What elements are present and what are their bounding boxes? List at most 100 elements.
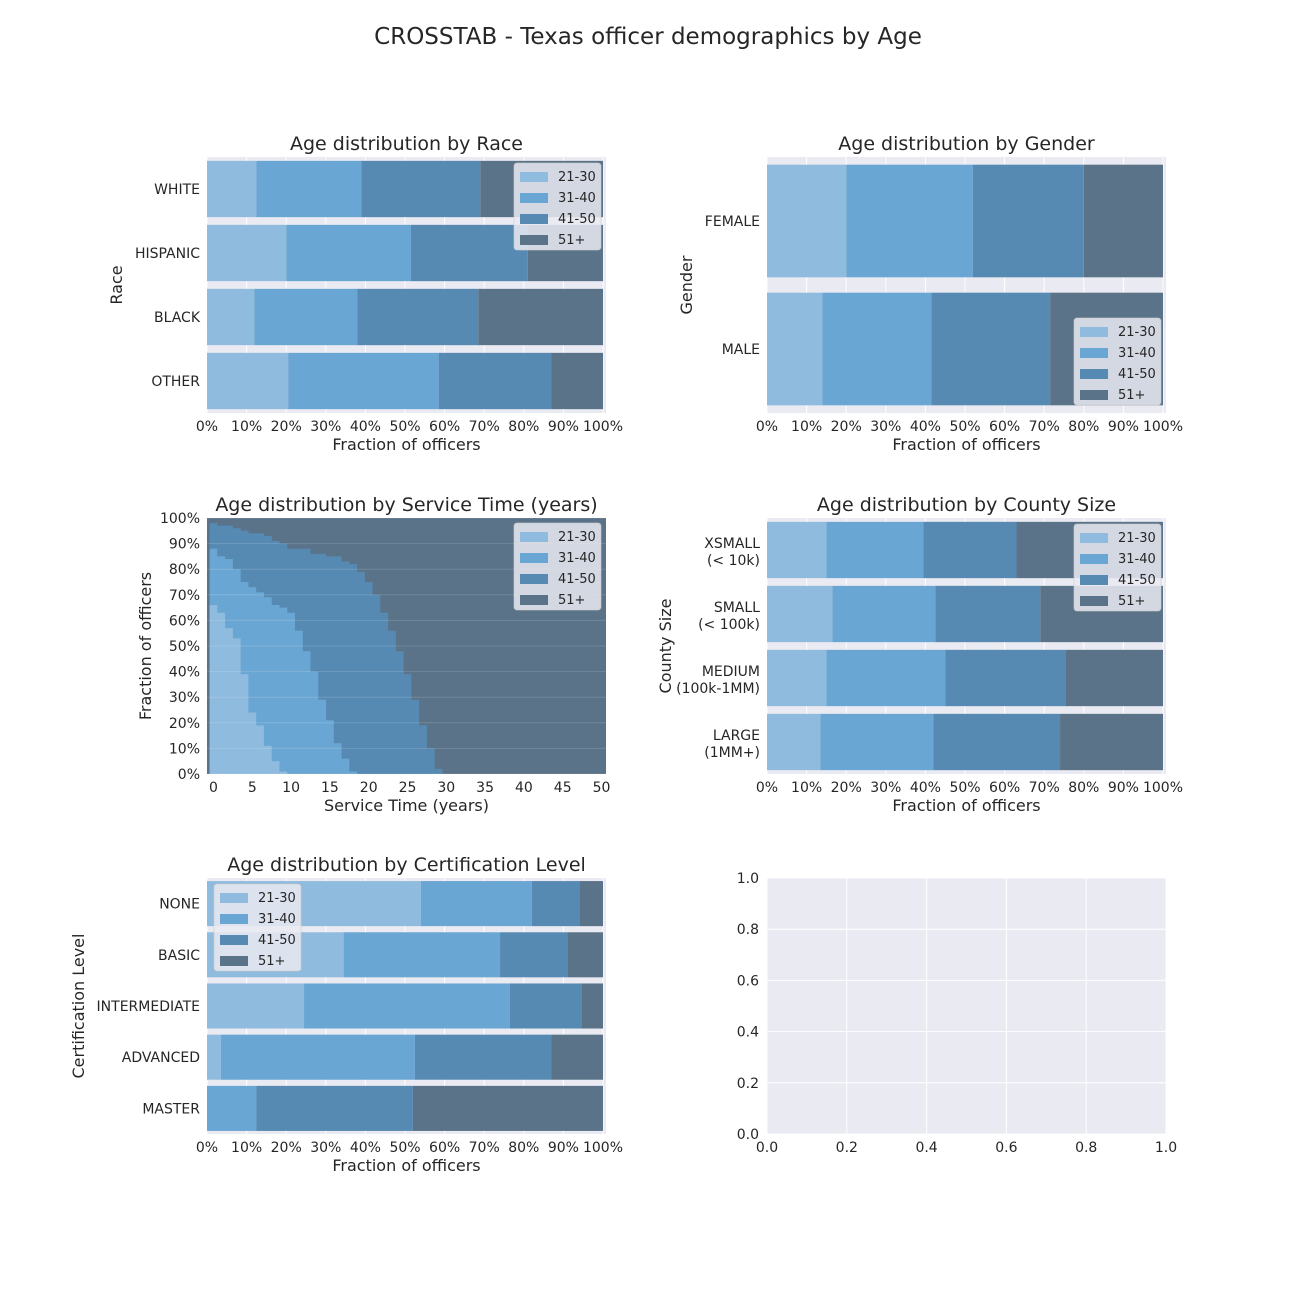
race-ylabel: Race [107, 265, 126, 304]
cert-legend: 21-30 31-40 41-50 51+ [213, 883, 302, 972]
county-category-label: SMALL [714, 600, 760, 616]
gender-category-label: FEMALE [705, 214, 760, 230]
county-xlabel: Fraction of officers [892, 796, 1040, 815]
county-bar-21-30 [767, 649, 827, 707]
service-x-tick: 5 [248, 780, 257, 796]
service-y-tick: 100% [160, 511, 200, 527]
county-x-tick: 40% [910, 780, 941, 796]
cert-x-tick: 80% [508, 1140, 539, 1156]
service-legend-swatch [520, 553, 548, 563]
county-bar-21-30 [767, 521, 827, 579]
figure-title: CROSSTAB - Texas officer demographics by… [374, 24, 922, 50]
race-legend-label: 51+ [558, 233, 585, 248]
gender-x-tick: 90% [1108, 419, 1139, 435]
service-x-tick: 15 [321, 780, 339, 796]
county-legend-label: 41-50 [1118, 573, 1156, 588]
cert-bar-31-40 [220, 1034, 415, 1080]
county-bar-41-50 [935, 585, 1041, 643]
cert-bar-31-40 [207, 1085, 257, 1131]
gender-bar-21-30 [767, 164, 847, 278]
county-bar-41-50 [933, 713, 1061, 771]
cert-bar-41-50 [509, 983, 582, 1029]
cert-x-tick: 20% [271, 1140, 302, 1156]
cert-legend-swatch [220, 956, 248, 966]
gender-xlabel: Fraction of officers [892, 435, 1040, 454]
cert-category-label: NONE [159, 897, 200, 913]
service-x-tick: 10 [282, 780, 300, 796]
service-legend-swatch [520, 532, 548, 542]
race-legend-label: 31-40 [558, 191, 596, 206]
race-category-label: BLACK [154, 310, 201, 326]
county-subplot: XSMALL(< 10k) SMALL(< 100k) MEDIUM(100k-1M… [656, 494, 1183, 815]
service-subplot: 0 5 10 15 20 25 30 35 40 45 50 0% 10% 20% 30% 40% 50% 60%… [136, 494, 610, 815]
county-legend-label: 31-40 [1118, 552, 1156, 567]
service-area-31-40 [209, 548, 598, 774]
race-bar-31-40 [286, 224, 411, 282]
race-category-label: HISPANIC [135, 246, 200, 262]
gender-legend-swatch [1080, 369, 1108, 379]
county-x-tick: 30% [870, 780, 901, 796]
race-legend-frame [513, 162, 602, 251]
gender-category-label: MALE [722, 342, 760, 358]
cert-legend-label: 51+ [258, 954, 285, 969]
county-legend: 21-30 31-40 41-50 51+ [1073, 523, 1162, 612]
county-x-tick: 60% [989, 780, 1020, 796]
service-x-tick: 35 [476, 780, 494, 796]
service-title: Age distribution by Service Time (years) [215, 494, 597, 516]
empty-y-tick: 0.0 [737, 1127, 759, 1143]
cert-x-tick: 0% [196, 1140, 218, 1156]
cert-x-tick: 50% [389, 1140, 420, 1156]
service-x-tick: 0 [209, 780, 218, 796]
county-category-label: LARGE [713, 728, 760, 744]
gender-bar-31-40 [822, 292, 932, 406]
empty-y-tick: 0.2 [737, 1076, 759, 1092]
race-x-tick: 10% [231, 419, 262, 435]
gender-legend-swatch [1080, 348, 1108, 358]
county-category-label: (< 10k) [707, 553, 760, 569]
cert-bar-21-30 [207, 983, 305, 1029]
gender-bar-51+ [1083, 164, 1163, 278]
gender-x-tick: 100% [1143, 419, 1183, 435]
cert-xlabel: Fraction of officers [332, 1156, 480, 1175]
county-legend-swatch [1080, 533, 1108, 543]
race-legend: 21-30 31-40 41-50 51+ [513, 162, 602, 251]
race-category-label: OTHER [151, 374, 200, 390]
cert-category-label: ADVANCED [122, 1050, 200, 1066]
cert-bar-51+ [551, 1034, 603, 1080]
gender-ylabel: Gender [677, 255, 696, 314]
gender-x-tick: 60% [989, 419, 1020, 435]
gender-x-tick: 80% [1068, 419, 1099, 435]
county-bar-21-30 [767, 713, 821, 771]
race-bar-31-40 [288, 352, 439, 410]
cert-bar-51+ [412, 1085, 603, 1131]
cert-subplot: NONE BASIC INTERMEDIATE ADVANCED MASTER 0% 10%… [69, 854, 623, 1175]
county-x-tick: 0% [756, 780, 778, 796]
race-bar-21-30 [207, 288, 255, 346]
gender-subplot: FEMALE MALE 0% 10% 20% 30% 40% 50% 60% 70% 80% 90% 1… [677, 133, 1183, 454]
cert-x-tick: 100% [583, 1140, 623, 1156]
service-y-tick: 60% [169, 613, 200, 629]
cert-legend-label: 21-30 [258, 891, 296, 906]
gender-legend-frame [1073, 317, 1162, 406]
race-legend-label: 41-50 [558, 212, 596, 227]
race-xlabel: Fraction of officers [332, 435, 480, 454]
gender-x-tick: 0% [756, 419, 778, 435]
county-x-tick: 50% [949, 780, 980, 796]
service-legend-label: 21-30 [558, 530, 596, 545]
gender-legend-swatch [1080, 390, 1108, 400]
gender-x-tick: 50% [949, 419, 980, 435]
county-x-tick: 90% [1108, 780, 1139, 796]
service-y-tick: 20% [169, 716, 200, 732]
cert-bar-41-50 [531, 881, 580, 927]
race-x-tick: 60% [429, 419, 460, 435]
cert-legend-swatch [220, 893, 248, 903]
race-legend-label: 21-30 [558, 170, 596, 185]
race-x-tick: 0% [196, 419, 218, 435]
county-category-label: XSMALL [704, 536, 760, 552]
empty-y-tick: 0.8 [737, 922, 759, 938]
service-y-tick: 30% [169, 690, 200, 706]
county-bar-51+ [1060, 713, 1163, 771]
empty-plot-area [767, 878, 1166, 1134]
race-bar-21-30 [207, 352, 289, 410]
